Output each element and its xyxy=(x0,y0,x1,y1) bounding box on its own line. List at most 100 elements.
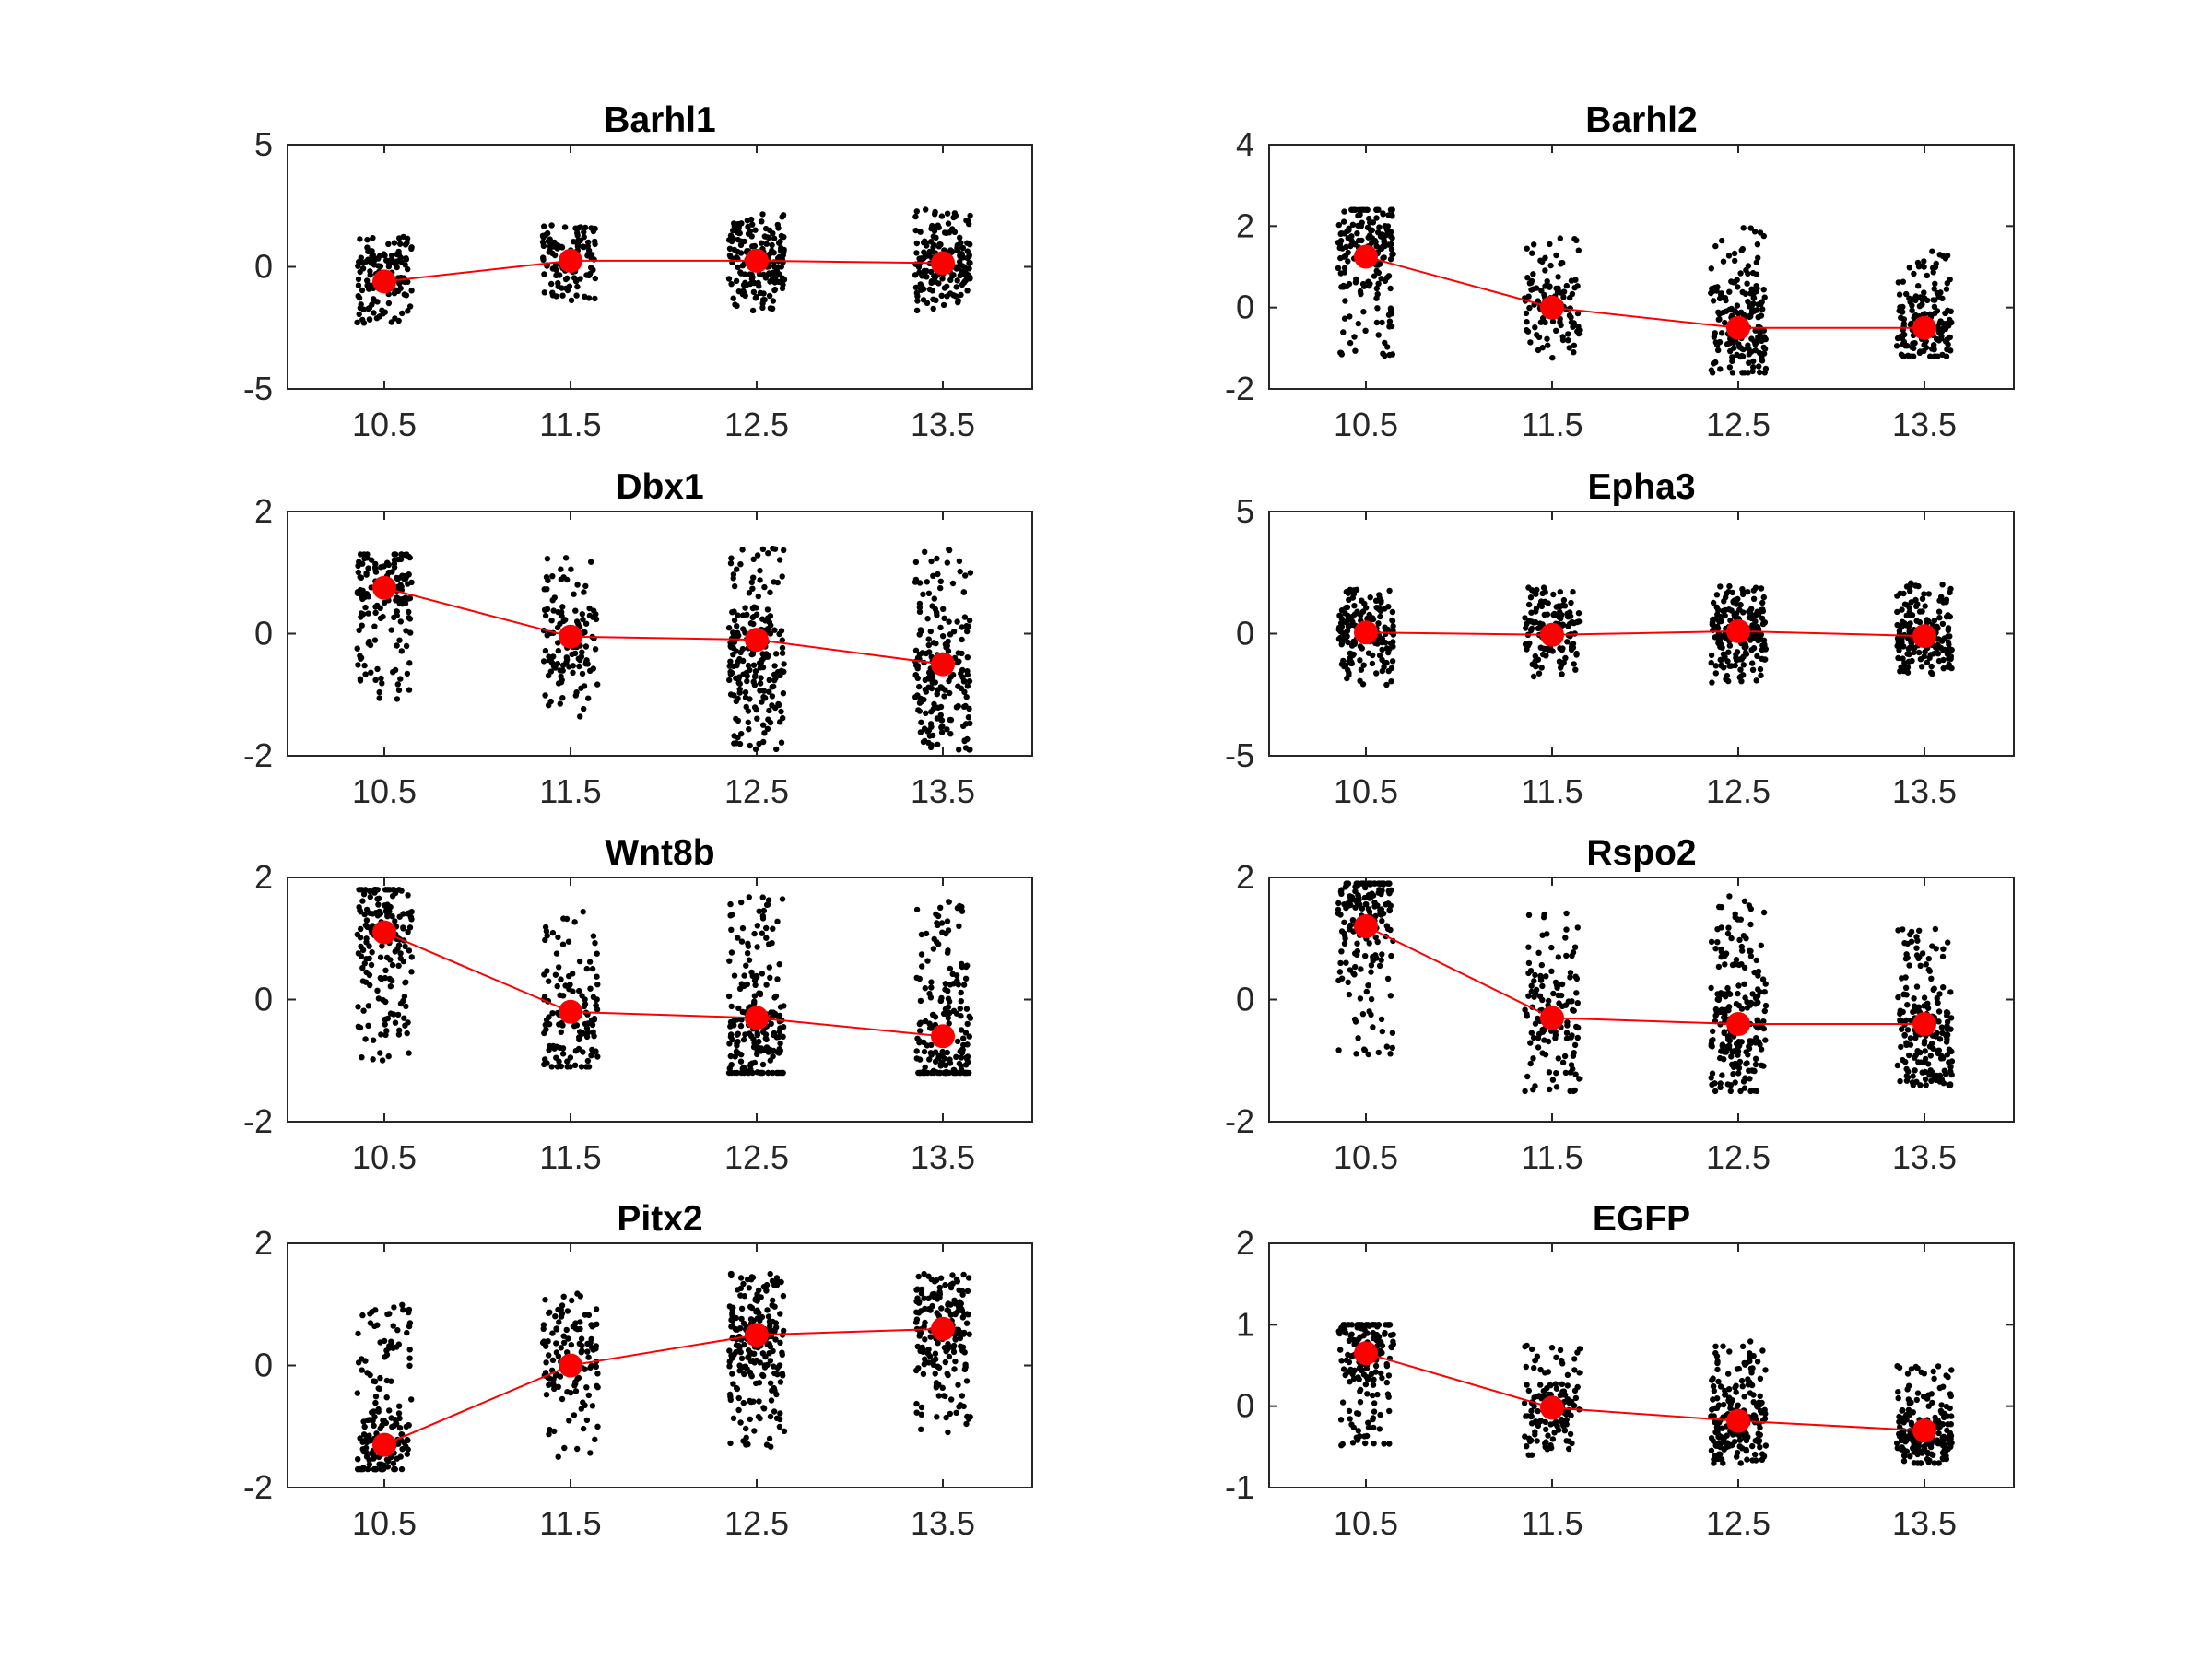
cell-point xyxy=(359,287,366,294)
cell-point xyxy=(1571,1041,1579,1049)
cell-point xyxy=(955,1326,962,1334)
cell-point xyxy=(1379,231,1385,238)
cell-point xyxy=(357,677,364,684)
cell-point xyxy=(386,1311,393,1317)
cell-point xyxy=(396,887,403,893)
cell-point xyxy=(401,291,407,298)
cell-point xyxy=(1755,254,1761,261)
cell-point xyxy=(762,695,769,701)
cell-point xyxy=(406,687,413,693)
cell-point xyxy=(1547,1086,1553,1093)
cell-point xyxy=(941,1069,947,1077)
cell-point xyxy=(1356,206,1362,213)
cell-point xyxy=(1916,303,1924,310)
cell-point xyxy=(1380,254,1386,262)
cell-point xyxy=(770,298,777,304)
cell-point xyxy=(590,614,596,620)
cell-point xyxy=(740,1036,747,1043)
cell-point xyxy=(747,216,755,223)
cell-point xyxy=(747,1416,753,1423)
cell-point xyxy=(1914,259,1922,266)
cell-point xyxy=(1908,599,1914,606)
cell-point xyxy=(1385,880,1393,887)
cell-point xyxy=(546,1352,552,1359)
cell-point xyxy=(733,277,740,285)
cell-point xyxy=(966,1033,973,1040)
cell-point xyxy=(913,1316,921,1323)
cell-point xyxy=(1347,313,1353,320)
cell-point xyxy=(1723,994,1729,1000)
cell-point xyxy=(386,1407,393,1414)
cell-point xyxy=(769,702,775,709)
cell-point xyxy=(1343,619,1350,626)
cell-point xyxy=(365,1022,371,1030)
cell-point xyxy=(958,1066,965,1073)
mean-marker xyxy=(1726,1012,1750,1036)
cell-point xyxy=(1531,978,1537,984)
cell-point xyxy=(917,627,924,633)
cell-point xyxy=(737,561,744,568)
cell-point xyxy=(738,899,745,906)
cell-point xyxy=(965,1275,972,1281)
cell-point xyxy=(541,223,547,229)
cell-point xyxy=(750,1043,758,1051)
cell-point xyxy=(735,1406,742,1414)
cell-point xyxy=(1901,331,1908,338)
cell-point xyxy=(1899,639,1905,646)
cell-point xyxy=(917,997,924,1005)
cell-point xyxy=(912,559,920,566)
cell-point xyxy=(1563,952,1570,959)
cell-point xyxy=(1730,1071,1736,1077)
cell-point xyxy=(765,1049,771,1055)
cell-point xyxy=(1741,898,1748,904)
cell-point xyxy=(1736,674,1743,680)
cell-point xyxy=(947,1410,954,1418)
cell-point xyxy=(956,558,963,564)
cell-point xyxy=(949,580,957,587)
cell-point xyxy=(959,636,965,643)
cell-point xyxy=(576,987,582,994)
cell-point xyxy=(1742,1075,1748,1081)
cell-point xyxy=(1745,589,1751,595)
mean-marker xyxy=(1354,914,1378,938)
cell-point xyxy=(760,1372,767,1380)
cell-point xyxy=(1371,1441,1377,1447)
cell-point xyxy=(1710,298,1717,304)
cell-point xyxy=(362,887,369,893)
cell-point xyxy=(1571,1050,1577,1056)
cell-point xyxy=(1733,957,1740,963)
cell-point xyxy=(1372,934,1379,941)
cell-point xyxy=(1752,327,1759,334)
cell-point xyxy=(1386,1441,1393,1447)
cell-point xyxy=(747,1030,753,1037)
cell-point xyxy=(365,305,371,312)
cell-point xyxy=(559,1022,566,1029)
cell-point xyxy=(541,586,547,593)
cell-point xyxy=(933,297,939,303)
cell-point xyxy=(564,1058,571,1065)
cell-point xyxy=(584,1340,591,1347)
cell-point xyxy=(1756,363,1762,370)
cell-point xyxy=(1523,310,1530,317)
cell-point xyxy=(1727,1088,1735,1095)
cell-point xyxy=(1358,612,1364,618)
cell-point xyxy=(1376,592,1382,598)
cell-point xyxy=(966,677,973,685)
cell-point xyxy=(946,998,953,1005)
cell-point xyxy=(1921,347,1927,355)
cell-point xyxy=(761,730,768,736)
cell-point xyxy=(404,1329,410,1336)
cell-point xyxy=(406,1050,412,1056)
cell-point xyxy=(1363,988,1371,995)
cell-point xyxy=(395,1031,403,1038)
cell-point xyxy=(1921,653,1927,660)
cell-point xyxy=(388,1338,394,1345)
cell-point xyxy=(939,633,947,640)
cell-point xyxy=(776,630,782,638)
cell-point xyxy=(1357,657,1363,664)
cell-point xyxy=(1361,1046,1368,1053)
cell-point xyxy=(749,614,756,621)
cell-point xyxy=(963,694,970,700)
cell-point xyxy=(942,687,948,693)
cell-point xyxy=(767,1413,774,1420)
